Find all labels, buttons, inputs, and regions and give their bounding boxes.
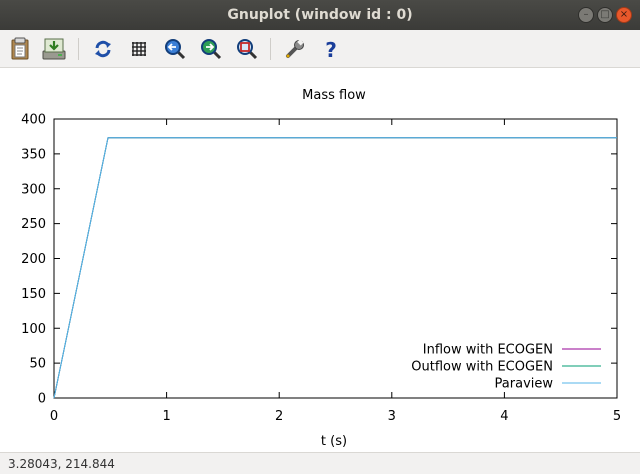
x-tick-label: 5 bbox=[613, 409, 621, 424]
y-axis: 0 50 100 150 200 250 300 350 400 bbox=[21, 113, 617, 407]
preferences-button[interactable] bbox=[281, 35, 309, 63]
refresh-icon bbox=[95, 40, 111, 58]
y-tick-label: 350 bbox=[21, 147, 46, 162]
toggle-grid-button[interactable] bbox=[125, 35, 153, 63]
y-tick-label: 250 bbox=[21, 217, 46, 232]
previous-zoom-button[interactable] bbox=[161, 35, 189, 63]
close-button[interactable]: × bbox=[616, 7, 632, 23]
y-tick-label: 0 bbox=[38, 392, 46, 407]
y-tick-label: 100 bbox=[21, 322, 46, 337]
chart-title: Mass flow bbox=[302, 88, 366, 103]
legend-label-paraview: Paraview bbox=[495, 377, 554, 392]
toolbar: ? bbox=[0, 30, 640, 68]
toolbar-separator bbox=[78, 38, 79, 60]
y-tick-label: 300 bbox=[21, 182, 46, 197]
save-drive-icon bbox=[42, 38, 66, 60]
clipboard-icon bbox=[11, 37, 29, 60]
cursor-coordinates: 3.28043, 214.844 bbox=[8, 457, 115, 471]
title-bar[interactable]: Gnuplot (window id : 0) – □ × bbox=[0, 0, 640, 30]
wrench-icon bbox=[286, 39, 304, 58]
x-tick-label: 1 bbox=[162, 409, 170, 424]
series-line-paraview bbox=[53, 137, 617, 399]
next-zoom-button[interactable] bbox=[197, 35, 225, 63]
x-tick-label: 4 bbox=[500, 409, 508, 424]
status-bar: 3.28043, 214.844 bbox=[0, 452, 640, 474]
legend-label-outflow: Outflow with ECOGEN bbox=[411, 360, 553, 375]
y-tick-label: 200 bbox=[21, 252, 46, 267]
mass-flow-chart[interactable]: Mass flow 0 50 100 150 200 250 300 350 400 0 1 2 3 4… bbox=[0, 68, 640, 452]
zoom-next-icon bbox=[201, 39, 222, 60]
legend-label-inflow: Inflow with ECOGEN bbox=[423, 343, 553, 358]
autoscale-button[interactable] bbox=[233, 35, 261, 63]
zoom-previous-icon bbox=[165, 39, 186, 60]
copy-to-clipboard-button[interactable] bbox=[6, 35, 34, 63]
zoom-autoscale-icon bbox=[237, 39, 258, 60]
y-tick-label: 50 bbox=[29, 357, 46, 372]
x-axis: 0 1 2 3 4 5 bbox=[50, 119, 621, 424]
maximize-button[interactable]: □ bbox=[597, 7, 613, 23]
help-button[interactable]: ? bbox=[317, 35, 345, 63]
plot-area[interactable]: Mass flow 0 50 100 150 200 250 300 350 400 0 1 2 3 4… bbox=[0, 68, 640, 452]
x-tick-label: 2 bbox=[275, 409, 283, 424]
toolbar-separator bbox=[270, 38, 271, 60]
export-button[interactable] bbox=[40, 35, 68, 63]
x-tick-label: 3 bbox=[388, 409, 396, 424]
grid-icon bbox=[132, 42, 146, 56]
y-tick-label: 400 bbox=[21, 113, 46, 128]
x-tick-label: 0 bbox=[50, 409, 58, 424]
minimize-button[interactable]: – bbox=[578, 7, 594, 23]
series-group bbox=[53, 137, 617, 399]
x-axis-label: t (s) bbox=[321, 434, 347, 449]
replot-button[interactable] bbox=[89, 35, 117, 63]
help-icon: ? bbox=[325, 38, 337, 62]
legend: Inflow with ECOGEN Outflow with ECOGEN Par… bbox=[411, 343, 601, 392]
svg-text:?: ? bbox=[325, 38, 337, 62]
y-tick-label: 150 bbox=[21, 287, 46, 302]
window-title: Gnuplot (window id : 0) bbox=[227, 7, 413, 23]
